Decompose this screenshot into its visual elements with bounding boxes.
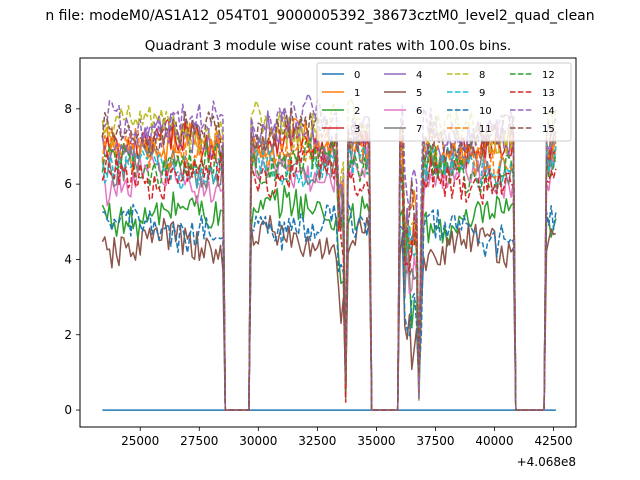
legend-label: 12 — [542, 70, 555, 81]
x-tick-label: 30000 — [239, 434, 277, 448]
legend-label: 7 — [416, 124, 422, 135]
legend-label: 5 — [416, 88, 422, 99]
x-axis: 25000 27500 30000 32500 35000 37500 40000 42500 — [121, 427, 573, 448]
x-tick-label: 32500 — [298, 434, 336, 448]
x-offset-label: +4.068e8 — [517, 455, 576, 469]
legend-label: 6 — [416, 106, 422, 117]
legend-label: 14 — [542, 106, 555, 117]
legend-label: 4 — [416, 70, 422, 81]
legend-label: 8 — [479, 70, 485, 81]
legend-label: 2 — [354, 106, 360, 117]
x-tick-label: 42500 — [534, 434, 572, 448]
legend-label: 0 — [354, 70, 360, 81]
legend-label: 3 — [354, 124, 360, 135]
legend-label: 9 — [479, 88, 485, 99]
series-line-5 — [101, 215, 557, 411]
y-tick-label: 0 — [64, 403, 72, 417]
y-tick-label: 6 — [64, 177, 72, 191]
series-line-2 — [101, 185, 557, 411]
series-line-10 — [102, 201, 557, 411]
y-axis: 0 2 4 6 8 — [64, 102, 80, 417]
chart-title: Quadrant 3 module wise count rates with … — [145, 38, 511, 54]
figure-suptitle: n file: modeM0/AS1A12_054T01_9000005392_… — [45, 8, 594, 24]
x-tick-label: 37500 — [416, 434, 454, 448]
legend-box — [316, 62, 572, 142]
y-tick-label: 8 — [64, 102, 72, 116]
legend-label: 13 — [542, 88, 555, 99]
legend-label: 1 — [354, 88, 360, 99]
legend-label: 10 — [479, 106, 492, 117]
y-tick-label: 4 — [64, 252, 72, 266]
series-line-9 — [101, 142, 557, 411]
x-tick-label: 35000 — [357, 434, 395, 448]
x-tick-label: 25000 — [121, 434, 159, 448]
axes-frame — [79, 57, 577, 428]
x-tick-label: 27500 — [180, 434, 218, 448]
y-tick-label: 2 — [64, 328, 72, 342]
x-tick-label: 40000 — [475, 434, 513, 448]
legend-label: 11 — [479, 124, 492, 135]
series-line-13 — [101, 146, 557, 411]
legend-label: 15 — [542, 124, 555, 135]
